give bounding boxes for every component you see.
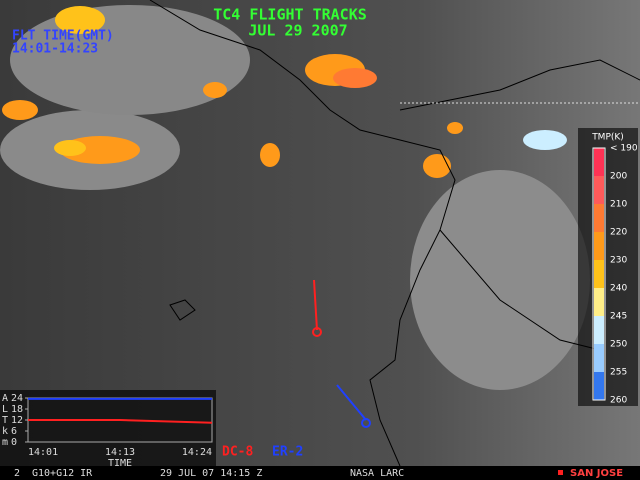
colorbar-label: 260 — [610, 396, 627, 406]
y-letter: k — [2, 426, 8, 437]
colorbar-title: TMP(K) — [591, 133, 624, 143]
sensor: G10+G12 IR — [32, 468, 93, 479]
y-letter: T — [2, 415, 8, 426]
y-tick-label: 12 — [11, 415, 23, 426]
colorbar-label: 245 — [610, 312, 627, 322]
flight-tracks — [312, 279, 371, 428]
altitude-plot: TIME A 24L 18T 12k 6m 0 14:01 14:13 14:24 — [0, 390, 216, 469]
x-axis-label: TIME — [108, 458, 132, 469]
y-tick-label: 24 — [11, 393, 23, 404]
colorbar-label: 250 — [610, 340, 627, 350]
source: NASA LARC — [350, 468, 404, 479]
colorbar-segment — [594, 148, 604, 176]
x-tick-label: 14:13 — [105, 447, 135, 458]
colorbar-label: 230 — [610, 256, 627, 266]
y-letter: L — [2, 404, 8, 415]
location-marker — [558, 470, 563, 475]
x-tick-label: 14:01 — [28, 447, 58, 458]
flight-time: 14:01-14:23 — [12, 42, 98, 57]
y-tick-label: 0 — [11, 437, 17, 448]
timestamp: 29 JUL 07 14:15 Z — [160, 468, 262, 479]
colorbar-segment — [594, 316, 604, 344]
colorbar-segment — [594, 344, 604, 372]
colorbar-label: 200 — [610, 172, 627, 182]
frame: 2 — [14, 468, 20, 479]
colorbar-segment — [594, 372, 604, 400]
x-tick-label: 14:24 — [182, 447, 212, 458]
colorbar: TMP(K) < 190 200 210 220 230 240 245 250 255 260 — [578, 128, 638, 406]
colorbar-label: 210 — [610, 200, 627, 210]
title: TC4 FLIGHT TRACKS — [213, 6, 367, 24]
colorbar-segment — [594, 204, 604, 232]
y-tick-label: 18 — [11, 404, 23, 415]
colorbar-label: < 190 — [610, 144, 638, 154]
colorbar-segment — [594, 176, 604, 204]
location: SAN JOSE — [570, 468, 623, 479]
y-tick-label: 6 — [11, 426, 17, 437]
status-bar — [0, 466, 640, 480]
colorbar-label: 240 — [610, 284, 627, 294]
date: JUL 29 2007 — [248, 22, 347, 40]
colorbar-frame — [592, 147, 606, 401]
clouds — [0, 5, 590, 390]
flight-time-label: FLT TIME(GMT) — [12, 29, 114, 44]
colorbar-label: 220 — [610, 228, 627, 238]
altitude-line — [28, 419, 213, 424]
y-letter: m — [2, 437, 8, 448]
colorbar-segment — [594, 288, 604, 316]
y-letter: A — [2, 393, 8, 404]
legend-dc8: DC-8 — [222, 445, 253, 460]
colorbar-segment — [594, 232, 604, 260]
colorbar-label: 255 — [610, 368, 627, 378]
legend-er2: ER-2 — [272, 445, 303, 460]
colorbar-segment — [594, 260, 604, 288]
